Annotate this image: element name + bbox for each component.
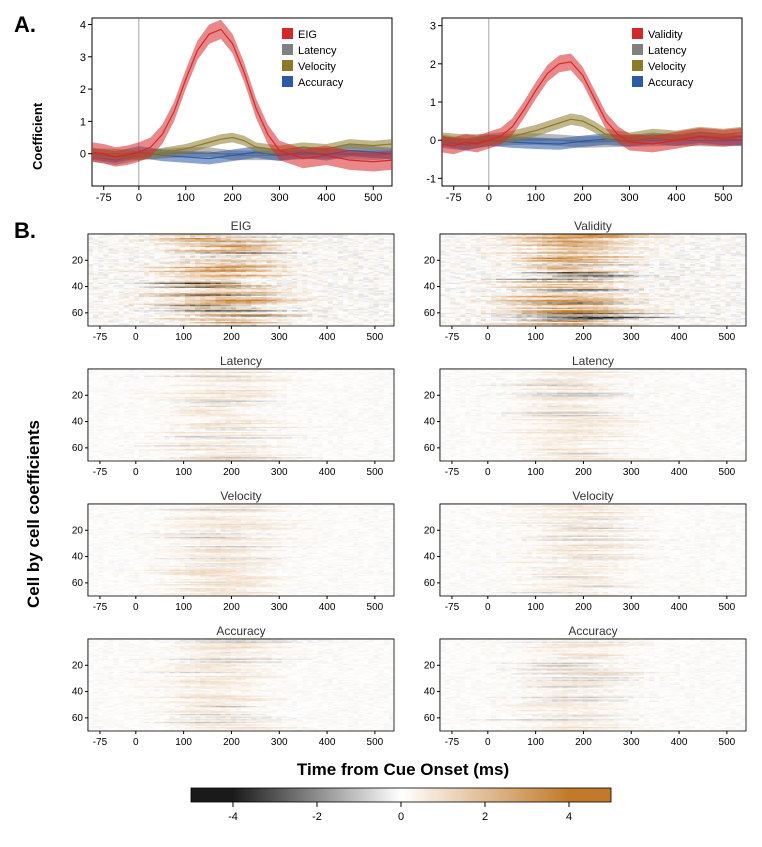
- heatmap-right-0: Validity204060-750100200300400500: [410, 218, 750, 348]
- heatmap-col-right: Validity204060-750100200300400500 Latenc…: [410, 218, 752, 758]
- svg-text:500: 500: [714, 192, 732, 204]
- svg-text:Accuracy: Accuracy: [298, 77, 344, 89]
- svg-text:-75: -75: [93, 332, 108, 343]
- svg-text:100: 100: [177, 192, 195, 204]
- heatmap-col-left: EIG 20 40 60 -75 0 100 200 300 400 500 Latency2040…: [58, 218, 400, 758]
- heatmap-right-1: Latency204060-750100200300400500: [410, 353, 750, 483]
- svg-text:Latency: Latency: [220, 354, 262, 368]
- svg-text:200: 200: [223, 332, 240, 343]
- svg-text:400: 400: [667, 192, 685, 204]
- panel-b-ylabel: Cell by cell coefficients: [24, 420, 44, 608]
- svg-text:-75: -75: [96, 192, 112, 204]
- line-chart-right: -1 0 1 2 3 -75 0 100 200 300 400 500 Validity Latency…: [408, 10, 748, 210]
- svg-text:-1: -1: [426, 173, 436, 185]
- svg-text:Velocity: Velocity: [298, 61, 336, 73]
- svg-text:1: 1: [430, 97, 436, 109]
- svg-text:60: 60: [72, 308, 84, 319]
- panel-b-row: B. Cell by cell coefficients EIG 20 40 60 -7…: [10, 218, 752, 758]
- svg-text:500: 500: [367, 332, 384, 343]
- panel-b-label: B.: [14, 218, 36, 244]
- svg-text:Velocity: Velocity: [648, 61, 686, 73]
- svg-text:20: 20: [72, 255, 84, 266]
- svg-text:40: 40: [72, 282, 84, 293]
- panel-a-ylabel: Coefficient: [30, 103, 45, 170]
- heatmap-right-3: Accuracy204060-750100200300400500: [410, 623, 750, 753]
- svg-text:Accuracy: Accuracy: [648, 77, 694, 89]
- svg-text:1: 1: [80, 116, 86, 128]
- svg-text:Latency: Latency: [298, 45, 337, 57]
- svg-text:3: 3: [80, 52, 86, 64]
- svg-text:2: 2: [430, 59, 436, 71]
- svg-text:0: 0: [80, 149, 86, 161]
- line-chart-left: 0 1 2 3 4 -75 0 100 200 300 400 500 EIG Latency Veloci…: [58, 10, 398, 210]
- panel-b-xlabel: Time from Cue Onset (ms): [58, 760, 748, 780]
- svg-text:400: 400: [319, 332, 336, 343]
- svg-text:0: 0: [486, 192, 492, 204]
- heatmap-left-0: EIG 20 40 60 -75 0 100 200 300 400 500: [58, 218, 398, 348]
- svg-text:300: 300: [270, 192, 288, 204]
- colorbar: -4-2024: [10, 780, 752, 828]
- heatmap-left-3: Accuracy204060-750100200300400500: [58, 623, 398, 753]
- svg-text:500: 500: [364, 192, 382, 204]
- panel-a-label: A.: [14, 12, 36, 38]
- svg-text:400: 400: [317, 192, 335, 204]
- svg-text:4: 4: [80, 19, 86, 31]
- svg-text:Validity: Validity: [648, 29, 683, 41]
- svg-text:EIG: EIG: [231, 219, 252, 233]
- panel-a-row: A. Coefficient 01234-750100200300400500E…: [10, 10, 752, 210]
- svg-text:100: 100: [527, 192, 545, 204]
- svg-text:3: 3: [430, 21, 436, 33]
- svg-text:0: 0: [136, 192, 142, 204]
- figure-root: A. Coefficient 01234-750100200300400500E…: [10, 10, 752, 833]
- svg-text:300: 300: [620, 192, 638, 204]
- heatmap-right-2: Velocity204060-750100200300400500: [410, 488, 750, 618]
- svg-text:200: 200: [573, 192, 591, 204]
- svg-text:100: 100: [175, 332, 192, 343]
- svg-text:200: 200: [223, 192, 241, 204]
- svg-text:-75: -75: [446, 192, 462, 204]
- svg-text:Latency: Latency: [648, 45, 687, 57]
- svg-text:2: 2: [80, 84, 86, 96]
- svg-text:EIG: EIG: [298, 29, 317, 41]
- svg-text:0: 0: [430, 135, 436, 147]
- heatmap-left-1: Latency204060-750100200300400500: [58, 353, 398, 483]
- svg-text:300: 300: [271, 332, 288, 343]
- svg-text:0: 0: [133, 332, 139, 343]
- heatmap-left-2: Velocity204060-750100200300400500: [58, 488, 398, 618]
